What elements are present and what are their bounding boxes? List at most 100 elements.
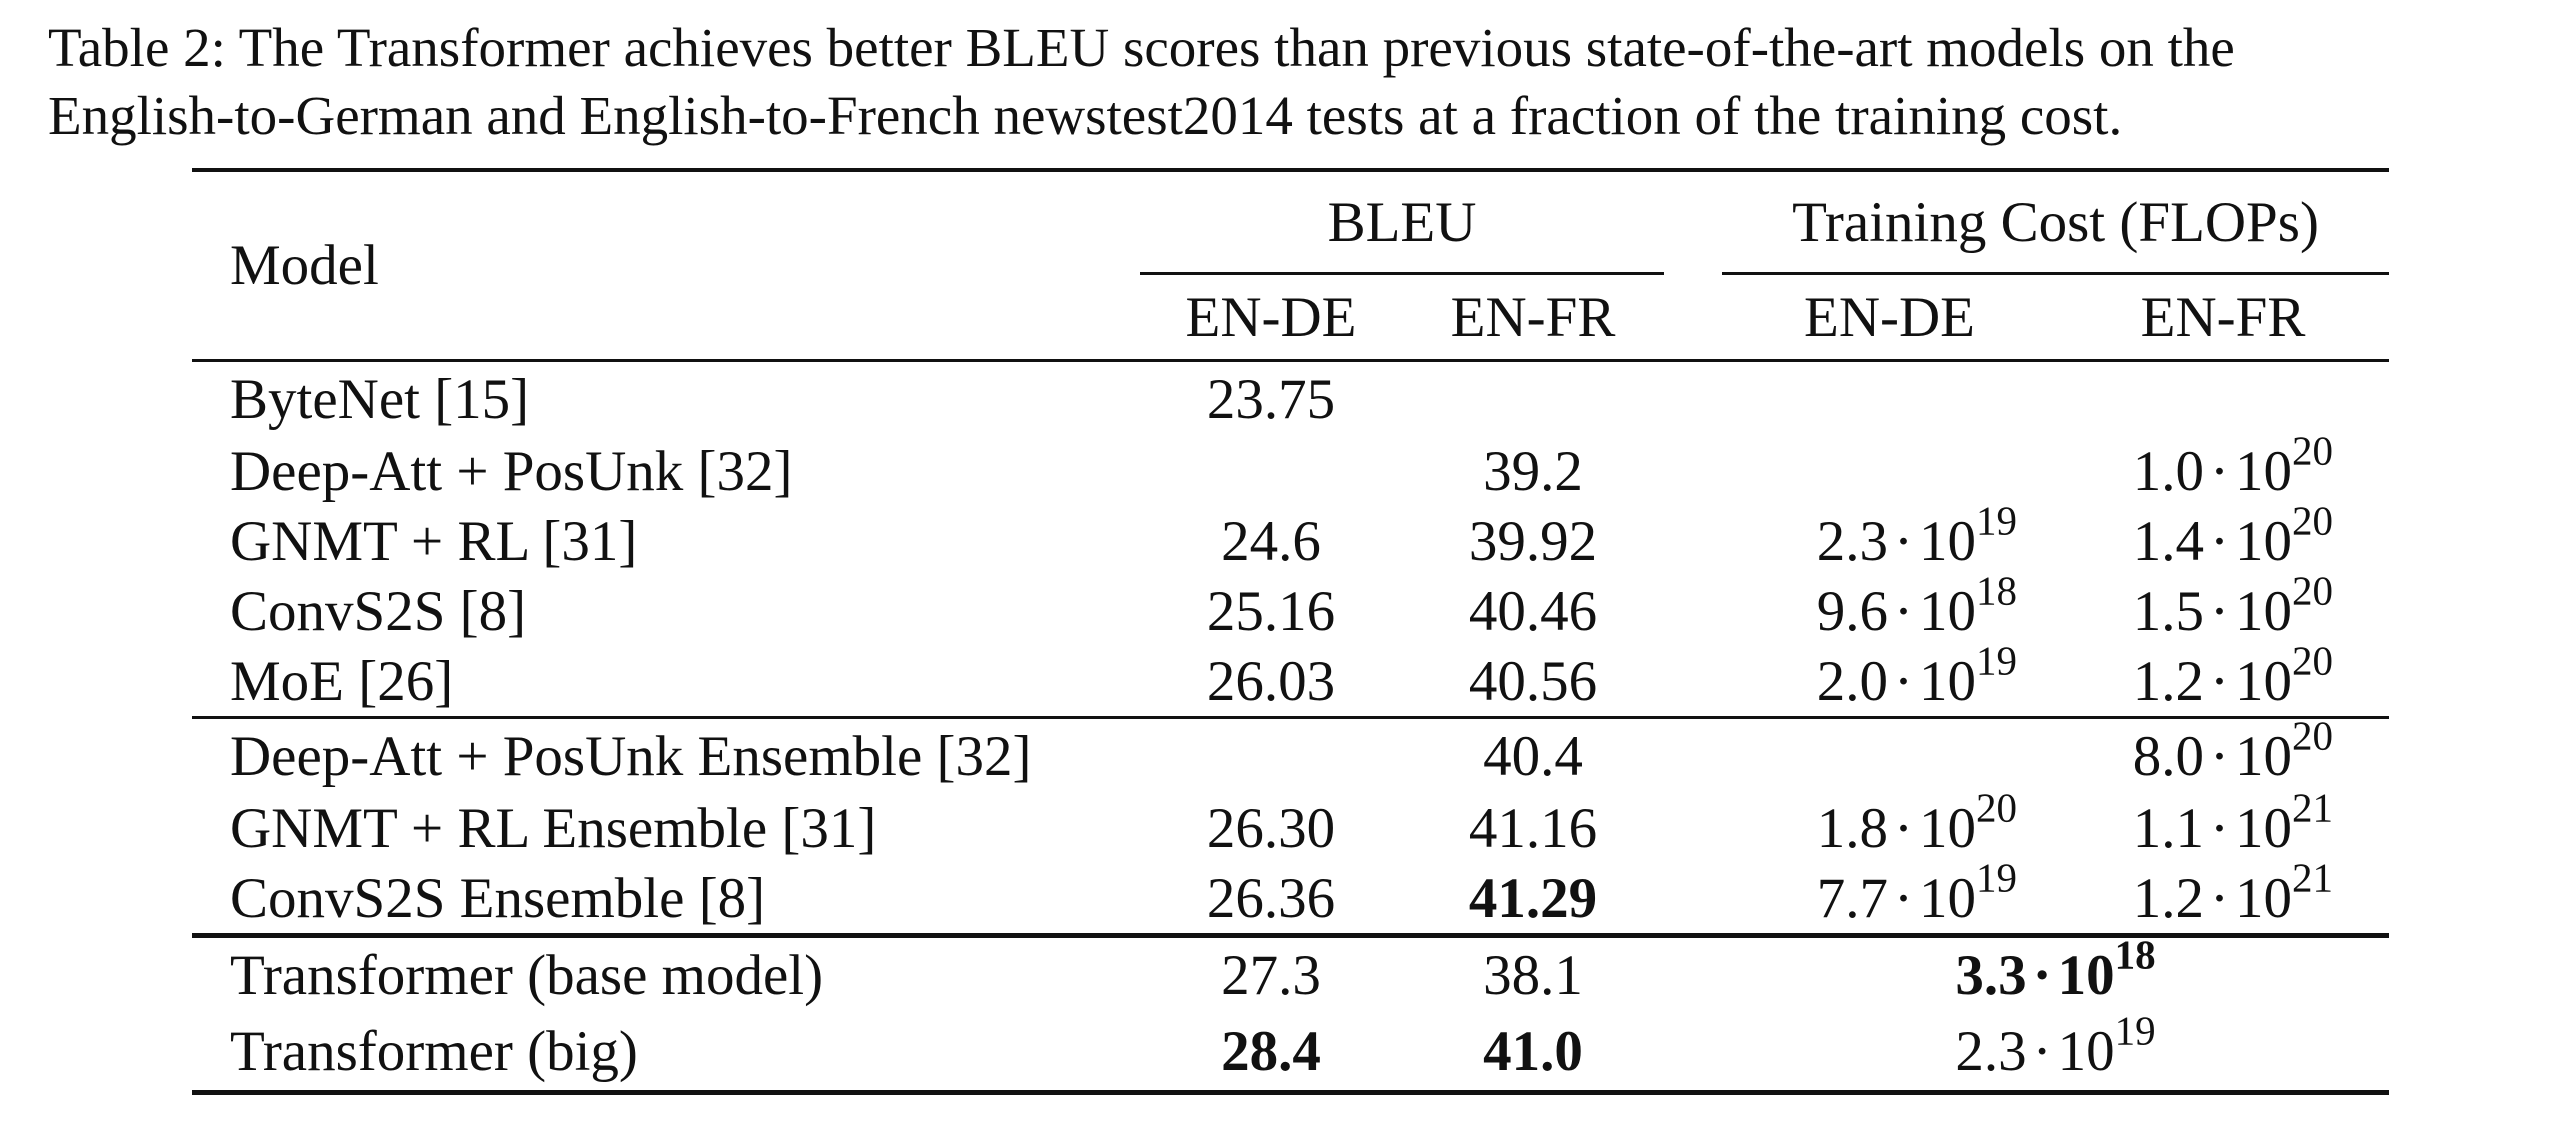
bleu-en-de-value: 23.75 [1206,367,1336,431]
flops-base: 10 [1918,579,1976,643]
flops-base: 10 [2234,579,2292,643]
header-training-cost: Training Cost (FLOPs) [1722,168,2390,275]
model-name: Deep-Att + PosUnk Ensemble [32] [192,716,1140,793]
multiplication-dot: · [1894,579,1913,643]
bleu-en-de-value [1140,716,1402,793]
flops-exponent: 18 [2114,931,2156,978]
flops-base: 10 [1918,649,1976,713]
model-name: GNMT + RL [31] [230,509,638,573]
training-cost-en-fr-value: 1.2 · 1021 [2057,857,2389,936]
model-name: ByteNet [15] [230,367,530,431]
flops-mantissa: 1.5 [2132,579,2204,643]
header-model: Model [192,168,1140,362]
training-cost-en-fr-value: 1.4 · 1020 [2057,500,2389,576]
bleu-en-de-value: 26.03 [1206,649,1336,713]
flops-exponent: 20 [2291,637,2334,684]
multiplication-dot: · [1894,509,1913,573]
training-cost-en-fr-value: 8.0 · 1020 [2057,715,2390,793]
bleu-en-fr-value: 40.56 [1468,649,1598,713]
column-gap [1664,863,1722,936]
flops-mantissa: 1.2 [2132,649,2204,713]
bleu-en-fr-value: 41.16 [1468,796,1598,860]
column-gap [1664,436,1722,506]
flops-base: 10 [2234,796,2292,860]
header-row-groups: Model BLEU Training Cost (FLOPs) [192,168,2390,362]
training-cost-shared-value: 2.3 · 1019 [1722,1010,2390,1095]
table-row: Deep-Att + PosUnk [32] 39.2 1.0 · 1020 [192,430,2389,506]
header-row-subcolumns: EN-DE EN-FR EN-DE EN-FR [192,273,2390,362]
bleu-en-fr-value: 39.92 [1468,509,1598,573]
multiplication-dot: · [2032,1019,2052,1083]
multiplication-dot: · [2210,649,2229,713]
training-cost-en-de-value [1722,436,2057,506]
flops-exponent: 18 [1975,567,2018,614]
header-gap [1664,168,1723,274]
training-cost-en-fr-value [2057,361,2389,437]
multiplication-dot: · [1894,796,1913,860]
flops-mantissa: 3.3 [1955,943,2027,1007]
flops-mantissa: 9.6 [1816,579,1888,643]
flops-mantissa: 2.0 [1816,649,1888,713]
header-bleu-en-de: EN-DE [1140,273,1402,362]
column-gap [1664,716,1723,793]
flops-base: 10 [2234,866,2292,930]
model-name: Transformer (base model) [192,933,1140,1012]
flops-mantissa: 8.0 [2132,724,2204,788]
bleu-en-fr-value: 41.29 [1468,866,1598,930]
column-gap [1664,793,1722,863]
header-gap-2 [1664,273,1723,362]
table-row: MoE [26] 26.03 40.56 2.0 · 1019 1.2 · 1020 [192,640,2389,718]
model-name: ConvS2S [8] [230,579,527,643]
bleu-en-de-value: 27.3 [1140,933,1402,1012]
training-cost-en-de-value: 7.7 · 1019 [1722,857,2057,936]
bleu-en-fr-value [1402,361,1664,437]
flops-exponent: 20 [2291,427,2334,474]
flops-exponent: 19 [1975,497,2018,544]
flops-exponent: 20 [2291,497,2334,544]
table-row: ConvS2S [8] 25.16 40.46 9.6 · 1018 1.5 · 1020 [192,570,2389,646]
flops-mantissa: 1.1 [2132,796,2204,860]
flops-base: 10 [2234,509,2292,573]
training-cost-en-de-value [1722,716,2058,793]
column-gap [1664,933,1723,1012]
multiplication-dot: · [2032,943,2052,1007]
bleu-en-fr-value: 41.0 [1402,1012,1665,1095]
bleu-en-de-value: 24.6 [1221,509,1321,573]
model-name: MoE [26] [230,649,454,713]
bleu-en-fr-value: 38.1 [1402,933,1665,1012]
column-gap [1664,506,1722,576]
table-caption: Table 2: The Transformer achieves better… [48,14,2548,150]
flops-exponent: 20 [2291,712,2334,759]
flops-base: 10 [1918,866,1976,930]
table-row: GNMT + RL [31] 24.6 39.92 2.3 · 1019 1.4 · 1020 [192,500,2389,576]
multiplication-dot: · [2210,509,2229,573]
header-tc-en-de: EN-DE [1722,273,2058,362]
flops-base: 10 [2057,943,2115,1007]
flops-exponent: 19 [2114,1007,2156,1054]
flops-base: 10 [2234,649,2292,713]
flops-mantissa: 7.7 [1816,866,1888,930]
training-cost-en-de-value: 2.0 · 1019 [1722,640,2057,718]
flops-exponent: 20 [2291,567,2334,614]
training-cost-en-fr-value: 1.5 · 1020 [2057,570,2389,646]
flops-mantissa: 1.2 [2132,866,2204,930]
table-row: Transformer (base model) 27.3 38.1 3.3 · 1018 [192,933,2390,1012]
model-name: ConvS2S Ensemble [8] [230,866,766,930]
column-gap [1664,646,1722,718]
bleu-en-de-value: 26.36 [1206,866,1336,930]
flops-base: 10 [1918,796,1976,860]
flops-base: 10 [2234,439,2292,503]
training-cost-en-de-value: 1.8 · 1020 [1722,787,2057,863]
model-name: Transformer (big) [192,1012,1140,1095]
header-tc-en-fr: EN-FR [2057,273,2390,362]
results-table: Model BLEU Training Cost (FLOPs) EN-DE E… [192,168,2390,1095]
multiplication-dot: · [1894,649,1913,713]
flops-mantissa: 2.3 [1816,509,1888,573]
multiplication-dot: · [2210,866,2229,930]
flops-mantissa: 1.0 [2132,439,2204,503]
table-row: GNMT + RL Ensemble [31] 26.30 41.16 1.8 · 102… [192,787,2389,863]
multiplication-dot: · [2210,439,2229,503]
column-gap [1664,361,1722,437]
column-gap [1664,1012,1723,1095]
flops-exponent: 21 [2291,854,2334,901]
